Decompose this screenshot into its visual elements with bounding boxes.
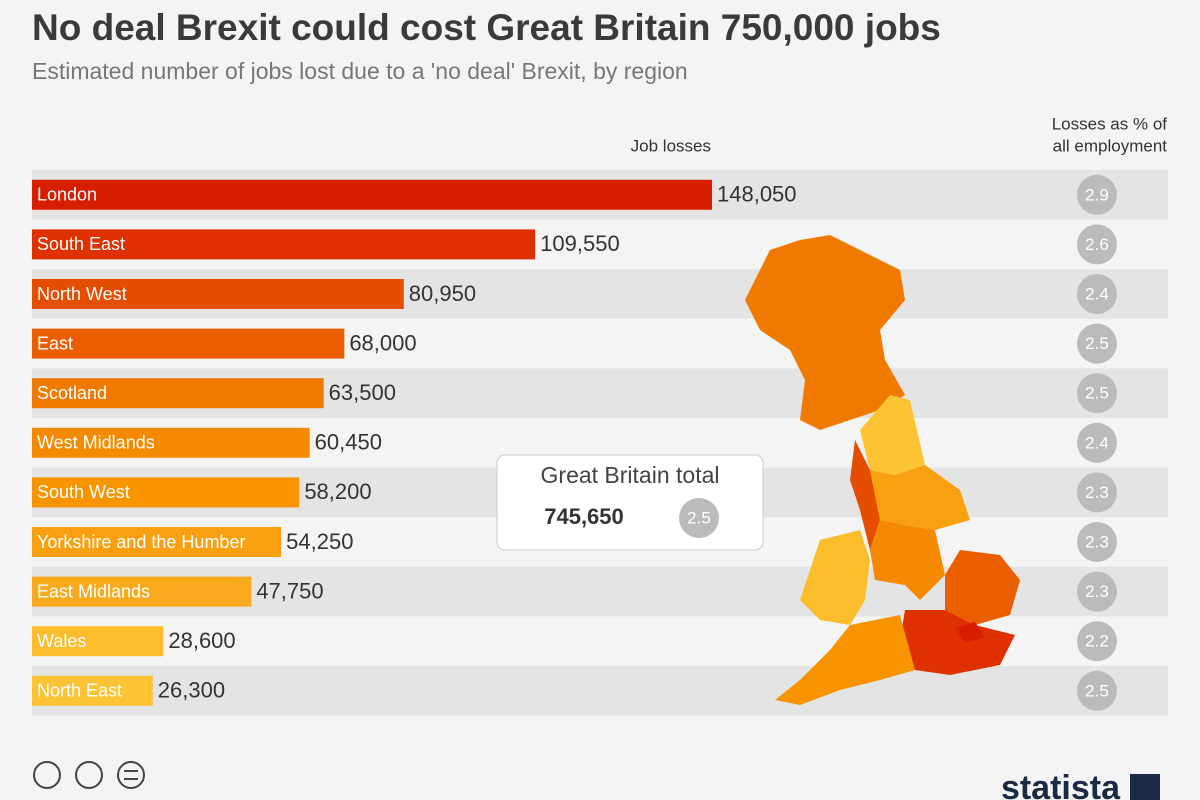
map-wales — [800, 530, 870, 625]
bar — [32, 527, 282, 557]
share-circle — [1077, 274, 1117, 314]
value-header: Job losses — [631, 136, 711, 155]
value-label: 60,450 — [315, 430, 382, 455]
row-band — [32, 666, 1168, 716]
share-circle — [1077, 323, 1117, 364]
bar-label: North East — [37, 681, 122, 701]
value-label: 28,600 — [168, 628, 235, 653]
share-circle — [1077, 670, 1117, 711]
chart-title: No deal Brexit could cost Great Britain … — [32, 7, 941, 48]
share-circle — [1077, 571, 1117, 612]
bar-label: East — [37, 333, 73, 353]
plot: London 148,050 2.9 South East 109,550 2.6 Nort… — [32, 174, 1117, 711]
bar-label: South West — [37, 482, 130, 502]
share-circle — [1077, 174, 1117, 215]
value-label: 148,050 — [717, 182, 797, 207]
bar-label: Scotland — [37, 383, 107, 403]
icon-by — [75, 761, 103, 789]
chart-subtitle: Estimated number of jobs lost due to a '… — [32, 58, 688, 84]
value-label: 47,750 — [256, 578, 323, 603]
share-circle — [1077, 621, 1117, 662]
brand-logo: statista — [1001, 769, 1121, 800]
bar-label: Wales — [37, 631, 86, 651]
share-circle — [1077, 472, 1117, 513]
brand-icon — [1130, 774, 1160, 800]
value-label: 26,300 — [158, 678, 225, 703]
share-header: all employment — [1053, 136, 1168, 155]
bar-label: North West — [37, 284, 127, 304]
bar-label: West Midlands — [37, 433, 155, 453]
total-share-circle — [679, 498, 719, 538]
bar — [32, 576, 252, 607]
uk-map — [745, 235, 1020, 705]
value-label: 54,250 — [286, 529, 353, 554]
total-value: 745,650 — [544, 504, 624, 529]
map-east — [945, 550, 1020, 625]
value-label: 68,000 — [349, 330, 416, 355]
map-midlands — [870, 520, 945, 600]
value-label: 58,200 — [304, 479, 371, 504]
share-header: Losses as % of — [1052, 114, 1168, 133]
share-label: 2.5 — [1085, 681, 1109, 700]
bar-label: Yorkshire and the Humber — [37, 532, 245, 552]
total-share: 2.5 — [687, 508, 711, 527]
share-label: 2.2 — [1085, 632, 1109, 651]
value-label: 109,550 — [540, 231, 620, 256]
map-london — [955, 622, 985, 642]
map-yorkshire — [870, 465, 970, 530]
bar — [32, 279, 404, 309]
license-icons — [33, 761, 145, 789]
icon-nd — [117, 761, 145, 789]
bar-label: East Midlands — [37, 581, 150, 601]
share-label: 2.5 — [1085, 384, 1109, 403]
share-label: 2.3 — [1085, 532, 1109, 551]
bar-label: London — [37, 185, 97, 205]
share-label: 2.4 — [1085, 284, 1109, 303]
share-circle — [1077, 422, 1117, 463]
share-circle — [1077, 522, 1117, 562]
value-label: 63,500 — [329, 380, 396, 405]
icon-cc — [33, 761, 61, 789]
bar — [32, 477, 300, 508]
map-south-east — [900, 610, 1015, 675]
total-label: Great Britain total — [541, 462, 720, 488]
bar-label: South East — [37, 234, 125, 254]
share-label: 2.3 — [1085, 582, 1109, 601]
share-circle — [1077, 373, 1117, 414]
share-label: 2.3 — [1085, 483, 1109, 502]
value-label: 80,950 — [409, 281, 476, 306]
bar — [32, 328, 345, 359]
map-scotland — [745, 235, 905, 430]
bar — [32, 427, 310, 458]
bar — [32, 675, 153, 706]
share-label: 2.6 — [1085, 235, 1109, 254]
map-south-west — [775, 615, 915, 705]
bar — [32, 378, 324, 409]
map-north-east — [860, 395, 925, 475]
share-label: 2.9 — [1085, 185, 1109, 204]
bar — [32, 179, 712, 210]
map-north-west — [850, 440, 880, 550]
share-circle — [1077, 224, 1117, 265]
bar — [32, 626, 164, 657]
bar — [32, 229, 536, 260]
share-label: 2.5 — [1085, 334, 1109, 353]
share-label: 2.4 — [1085, 433, 1109, 452]
